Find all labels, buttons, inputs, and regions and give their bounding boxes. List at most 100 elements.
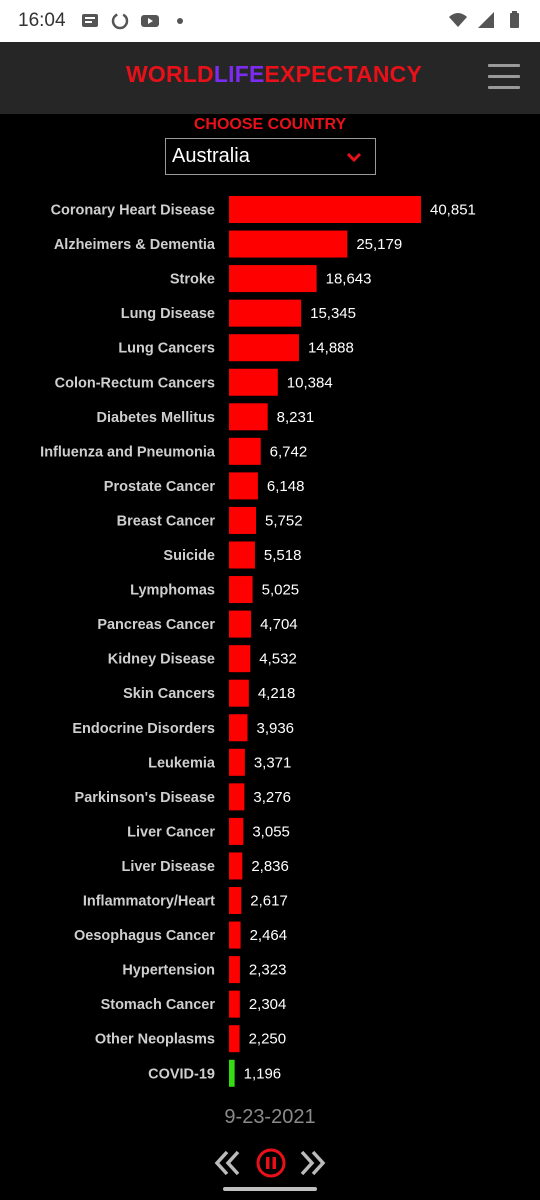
- bar: [229, 921, 241, 949]
- bar: [229, 437, 261, 465]
- site-logo[interactable]: WORLDLIFEEXPECTANCY: [126, 61, 422, 88]
- category-label: Alzheimers & Dementia: [54, 237, 216, 253]
- category-label: Suicide: [163, 548, 215, 564]
- category-label: Kidney Disease: [108, 652, 215, 668]
- bar: [229, 196, 421, 223]
- message-icon: [82, 14, 98, 27]
- value-label: 8,231: [277, 409, 315, 426]
- value-label: 2,836: [251, 858, 289, 875]
- status-time: 16:04: [18, 10, 66, 31]
- bar: [229, 299, 302, 327]
- category-label: Hypertension: [122, 963, 215, 979]
- bar: [229, 714, 248, 742]
- bar: [229, 506, 257, 534]
- bar: [229, 990, 240, 1018]
- category-label: Lymphomas: [130, 583, 215, 599]
- bar: [229, 230, 348, 258]
- bar: [229, 817, 244, 845]
- chevron-down-icon: [346, 152, 362, 163]
- value-label: 6,742: [270, 443, 308, 460]
- status-bar: 16:04: [0, 0, 540, 42]
- value-label: 3,276: [253, 789, 291, 806]
- value-label: 6,148: [267, 478, 305, 495]
- bar: [229, 610, 252, 638]
- choose-country-label: CHOOSE COUNTRY: [193, 116, 347, 133]
- bar: [229, 783, 245, 811]
- hamburger-menu-icon[interactable]: [488, 64, 520, 90]
- dot-icon: [177, 18, 183, 24]
- pause-icon[interactable]: [255, 1147, 287, 1179]
- category-label: Breast Cancer: [117, 513, 216, 529]
- logo-life: LIFE: [213, 61, 265, 87]
- youtube-icon: [141, 15, 159, 27]
- rewind-icon[interactable]: [211, 1147, 243, 1179]
- category-label: Lung Disease: [121, 306, 215, 322]
- value-label: 2,250: [249, 1031, 287, 1048]
- category-label: Other Neoplasms: [95, 1032, 215, 1048]
- fast-forward-icon[interactable]: [297, 1147, 329, 1179]
- logo-expectancy: EXPECTANCY: [264, 61, 423, 87]
- value-label: 4,532: [259, 651, 297, 668]
- category-label: Leukemia: [148, 755, 216, 771]
- bar: [229, 541, 255, 569]
- battery-icon: [510, 11, 519, 28]
- value-label: 4,704: [260, 616, 298, 633]
- wifi-icon: [449, 13, 467, 27]
- bar: [229, 368, 278, 396]
- category-label: Lung Cancers: [118, 341, 215, 357]
- bar: [229, 852, 243, 880]
- value-label: 14,888: [308, 340, 354, 357]
- country-select[interactable]: Australia: [165, 138, 376, 175]
- value-label: 2,464: [250, 927, 288, 944]
- category-label: Liver Cancer: [127, 824, 215, 840]
- value-label: 15,345: [310, 305, 356, 322]
- category-label: Inflammatory/Heart: [83, 894, 215, 910]
- category-label: Skin Cancers: [123, 686, 215, 702]
- cause-of-death-chart: Coronary Heart Disease 40,851 Alzheimers &…: [40, 196, 476, 1087]
- playback-controls: [0, 1144, 540, 1184]
- signal-icon: [478, 12, 494, 28]
- category-label: Oesophagus Cancer: [74, 928, 215, 944]
- logo-world: WORLD: [126, 61, 214, 87]
- value-label: 1,196: [244, 1065, 282, 1082]
- value-label: 2,617: [250, 893, 288, 910]
- category-label: Endocrine Disorders: [72, 721, 215, 737]
- bar: [229, 645, 251, 673]
- bar: [229, 1059, 235, 1087]
- bar: [229, 1025, 240, 1053]
- value-label: 4,218: [258, 685, 296, 702]
- bar: [229, 887, 242, 914]
- bar: [229, 265, 317, 293]
- value-label: 10,384: [287, 374, 333, 391]
- category-label: Stroke: [170, 272, 215, 288]
- category-label: Prostate Cancer: [104, 479, 216, 495]
- sync-icon: [111, 12, 129, 30]
- category-label: Liver Disease: [121, 859, 215, 875]
- bar: [229, 472, 258, 500]
- category-label: Influenza and Pneumonia: [40, 444, 216, 460]
- category-label: Colon-Rectum Cancers: [55, 375, 215, 391]
- bar: [229, 679, 249, 707]
- bar: [229, 748, 245, 776]
- value-label: 2,323: [249, 962, 287, 979]
- category-label: Stomach Cancer: [101, 997, 216, 1013]
- bar: [229, 956, 240, 984]
- value-label: 3,371: [254, 754, 292, 771]
- value-label: 3,055: [252, 823, 290, 840]
- category-label: Parkinson's Disease: [75, 790, 215, 806]
- bar: [229, 576, 253, 604]
- value-label: 5,752: [265, 512, 303, 529]
- value-label: 40,851: [430, 202, 476, 219]
- value-label: 18,643: [326, 271, 372, 288]
- value-label: 5,025: [262, 582, 300, 599]
- category-label: Diabetes Mellitus: [97, 410, 215, 426]
- value-label: 25,179: [356, 236, 402, 253]
- bar: [229, 334, 299, 362]
- country-select-value: Australia: [172, 145, 250, 167]
- category-label: Pancreas Cancer: [97, 617, 215, 633]
- value-label: 2,304: [249, 996, 287, 1013]
- chart-date: 9-23-2021: [224, 1106, 316, 1128]
- site-header: WORLDLIFEEXPECTANCY: [0, 42, 540, 114]
- home-indicator: [223, 1187, 317, 1191]
- category-label: COVID-19: [148, 1066, 215, 1082]
